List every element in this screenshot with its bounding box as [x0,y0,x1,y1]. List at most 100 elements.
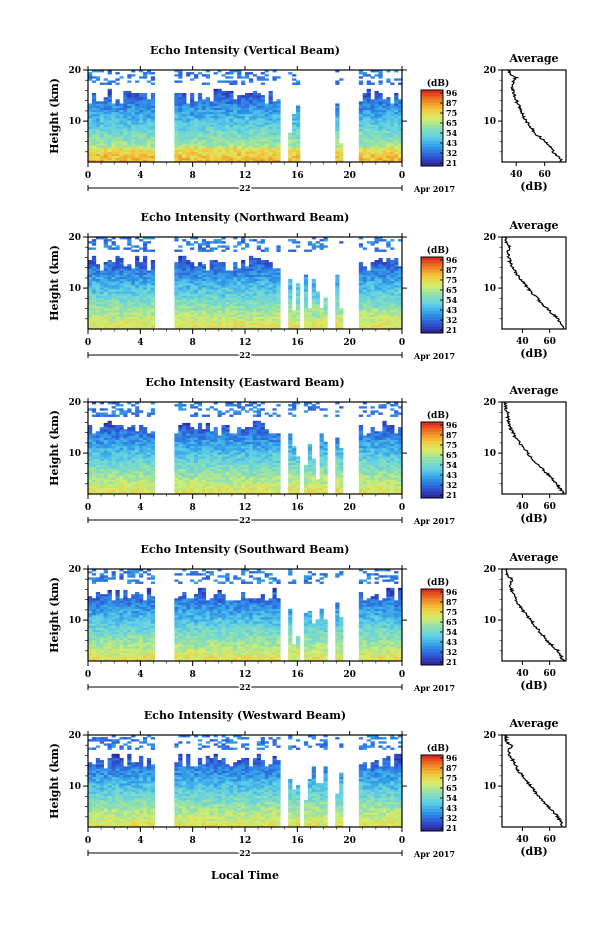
heatmap-cell [150,120,156,123]
heatmap-cell [123,130,128,134]
heatmap-cell [88,76,93,79]
heatmap-cell [146,450,152,453]
heatmap-cell [366,318,371,321]
average-frame [501,69,567,163]
colorbar-segment [421,121,443,126]
heatmap-cell [237,310,242,313]
heatmap-cell [119,458,124,461]
heatmap-cell [123,464,128,468]
heatmap-cell [88,450,93,453]
heatmap-cell [378,74,383,77]
heatmap-cell [99,314,105,317]
heatmap-cell [213,297,218,301]
heatmap-cell [146,412,152,415]
heatmap-cell [135,308,140,311]
heatmap-cell [115,289,120,292]
heatmap-cell [394,126,399,129]
heatmap-cell [217,103,222,106]
heatmap-cell [248,130,254,134]
heatmap-cell [190,243,195,246]
heatmap-cell [111,322,116,326]
heatmap-cell [339,312,344,315]
heatmap-cell [88,264,93,267]
heatmap-cell [217,310,222,313]
colorbar-segment [421,96,443,100]
heatmap-cell [245,270,250,273]
heatmap-cell [174,485,179,489]
heatmap-cell [178,149,183,152]
heatmap-cell [370,76,375,79]
heatmap-cell [319,245,324,248]
heatmap-cell [205,245,210,248]
heatmap-cell [362,306,367,309]
heatmap-cell [146,324,152,328]
heatmap-cell [221,285,226,288]
colorbar-tick-label: 43 [446,305,458,315]
heatmap-cell [272,276,277,280]
heatmap-cell [174,270,179,273]
heatmap-cell [123,107,128,111]
heatmap-cell [186,134,191,138]
heatmap-cell [260,324,265,328]
heatmap-cell [256,287,261,290]
heatmap-cell [378,310,383,313]
heatmap-cell [296,326,301,330]
heatmap-cell [233,145,238,148]
heatmap-cell [217,120,222,123]
heatmap-cell [394,283,399,286]
heatmap-cell [237,132,242,136]
heatmap-cell [150,107,156,111]
heatmap-cell [386,268,391,271]
heatmap-cell [241,139,246,142]
heatmap-cell [131,287,136,290]
heatmap-cell [229,130,234,134]
heatmap-cell [229,70,234,73]
heatmap-cell [241,109,246,113]
heatmap-cell [225,301,230,305]
heatmap-cell [197,128,203,131]
heatmap-cell [382,141,387,144]
heatmap-cell [190,299,195,303]
heatmap-cell [370,124,375,127]
heatmap-cell [241,326,246,330]
heatmap-cell [323,322,328,326]
heatmap-cell [135,139,140,142]
heatmap-cell [95,481,101,484]
heatmap-cell [111,143,116,146]
heatmap-cell [91,479,97,482]
heatmap-cell [131,326,136,330]
heatmap-cell [119,412,124,415]
heatmap-cell [150,491,156,495]
heatmap-cell [91,437,97,440]
heatmap-cell [390,128,395,131]
heatmap-cell [197,326,203,330]
heatmap-cell [276,280,281,284]
heatmap-cell [135,249,140,252]
heatmap-cell [91,468,97,472]
heatmap-cell [229,324,234,328]
heatmap-cell [178,257,183,261]
colorbar-segment [421,131,443,135]
heatmap-cell [225,72,230,75]
heatmap-cell [146,136,152,140]
heatmap-cell [221,105,226,108]
heatmap-cell [358,289,364,292]
heatmap-cell [229,118,234,121]
heatmap-cell [178,113,183,117]
heatmap-cell [358,314,364,317]
heatmap-cell [233,132,238,136]
heatmap-cell [91,139,97,142]
heatmap-cell [95,462,101,466]
heatmap-cell [323,310,328,313]
heatmap-cell [135,310,140,313]
heatmap-cell [303,276,309,280]
heatmap-cell [276,155,281,159]
heatmap-cell [288,153,293,157]
heatmap-cell [146,126,152,129]
heatmap-cell [111,107,116,111]
heatmap-cell [398,118,403,121]
heatmap-cell [217,318,222,321]
heatmap-cell [182,291,187,294]
heatmap-cell [150,477,156,480]
colorbar-segment [421,124,443,129]
